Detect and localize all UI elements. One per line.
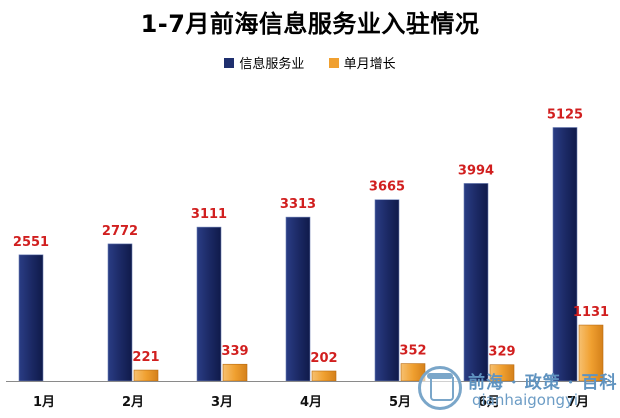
x-tick-label: 2月 bbox=[122, 395, 144, 410]
legend-item-series-1: 信息服务业 bbox=[224, 53, 304, 72]
bar-series-2 bbox=[578, 324, 604, 382]
bar-series-2 bbox=[222, 363, 248, 382]
bar-series-1 bbox=[374, 199, 400, 382]
x-tick-label: 6月 bbox=[478, 395, 500, 410]
data-label-series-2: 202 bbox=[310, 351, 337, 366]
watermark-url: qianhaigongyi bbox=[472, 391, 579, 409]
x-tick-label: 5月 bbox=[389, 395, 411, 410]
watermark: 前海 · 政策 · 百科 qianhaigongyi bbox=[412, 362, 620, 418]
watermark-text: 前海 · 政策 · 百科 bbox=[468, 373, 618, 393]
legend-swatch-series-1 bbox=[224, 57, 235, 68]
bar-series-1 bbox=[196, 226, 222, 382]
data-label-series-2: 339 bbox=[221, 344, 248, 359]
legend-label-series-1: 信息服务业 bbox=[239, 57, 305, 72]
data-label-series-1: 3111 bbox=[191, 207, 227, 222]
data-label-series-2: 352 bbox=[399, 344, 426, 359]
data-label-series-2: 221 bbox=[132, 350, 159, 365]
data-label-series-1: 3313 bbox=[280, 197, 316, 212]
bar-series-2 bbox=[133, 369, 159, 382]
watermark-logo-icon bbox=[418, 366, 462, 410]
x-tick-label: 4月 bbox=[300, 395, 322, 410]
data-label-series-1: 3994 bbox=[458, 163, 494, 178]
data-label-series-2: 1131 bbox=[573, 305, 609, 320]
bar-series-1 bbox=[463, 183, 489, 382]
bar-series-2 bbox=[311, 370, 337, 382]
data-label-series-1: 2772 bbox=[102, 224, 138, 239]
x-tick-label: 7月 bbox=[567, 395, 589, 410]
legend-label-series-2: 单月增长 bbox=[343, 57, 396, 72]
bar-series-1 bbox=[285, 216, 311, 382]
data-label-series-1: 2551 bbox=[13, 235, 49, 250]
bar-series-1 bbox=[18, 254, 44, 382]
data-label-series-1: 5125 bbox=[547, 107, 583, 122]
x-tick-label: 1月 bbox=[33, 395, 55, 410]
bar-series-1 bbox=[552, 127, 578, 382]
data-label-series-2: 329 bbox=[488, 345, 515, 360]
legend-item-series-2: 单月增长 bbox=[328, 53, 396, 72]
legend: 信息服务业 单月增长 bbox=[0, 53, 620, 72]
data-label-series-1: 3665 bbox=[369, 180, 405, 195]
x-tick-label: 3月 bbox=[211, 395, 233, 410]
chart-title: 1-7月前海信息服务业入驻情况 bbox=[140, 10, 480, 38]
bar-series-1 bbox=[107, 243, 133, 382]
legend-swatch-series-2 bbox=[328, 57, 339, 68]
